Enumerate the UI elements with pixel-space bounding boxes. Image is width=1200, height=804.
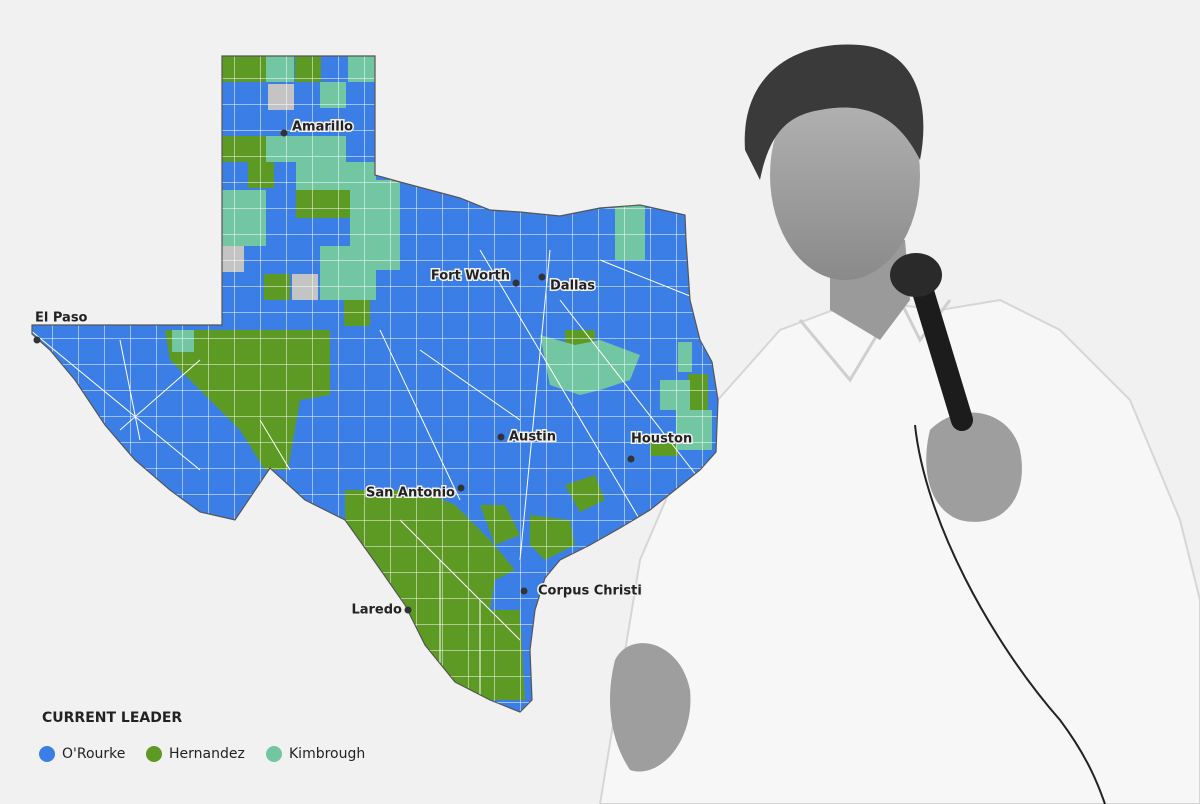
city-label: Fort Worth [431,269,510,284]
city-label: Austin [509,430,556,445]
city-dot [457,484,465,492]
county-lines [32,249,701,700]
cities: Amarillo El Paso Fort Worth Dallas Austin Hou… [33,118,694,619]
city-dot [538,273,546,281]
hand-left [610,643,691,772]
city-label: Laredo [351,603,402,618]
city-dot [627,455,635,463]
legend: CURRENT LEADER O'Rourke Hernandez Kimbroug… [39,710,365,762]
microphone [907,264,973,431]
city-dot [497,433,505,441]
microphone-head [890,253,942,297]
city-label: Houston [631,432,692,447]
legend-swatch [146,746,162,762]
city-dot [33,336,41,344]
city-dot [280,129,288,137]
legend-title: CURRENT LEADER [42,710,182,726]
cable [914,424,1106,804]
city-dot [520,587,528,595]
city-label: Corpus Christi [538,584,642,599]
head [770,70,920,280]
hand [926,412,1022,522]
city-label: Dallas [550,279,595,294]
hair [744,44,924,180]
legend-swatch [39,746,55,762]
city-label: Amarillo [292,120,353,135]
city-label: El Paso [35,311,88,326]
legend-swatch [266,746,282,762]
texas-outline [31,55,719,713]
city-label: San Antonio [366,486,455,501]
legend-label: Hernandez [169,746,245,762]
city-dot [512,279,520,287]
city-dot [404,606,412,614]
legend-label: Kimbrough [289,746,365,762]
legend-label: O'Rourke [62,746,125,762]
photo [598,44,1200,804]
